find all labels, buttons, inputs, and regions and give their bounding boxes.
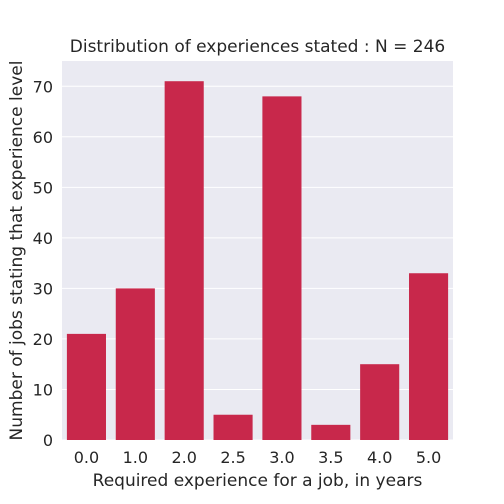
x-tick-label: 4.0: [367, 448, 392, 467]
y-tick-label: 60: [33, 128, 53, 147]
y-tick-label: 10: [33, 380, 53, 399]
chart-title: Distribution of experiences stated : N =…: [70, 37, 445, 57]
bar: [214, 415, 253, 440]
y-tick-labels: 0 10 20 30 40 50 60 70: [33, 77, 53, 450]
y-tick-label: 70: [33, 77, 53, 96]
bar: [165, 81, 204, 440]
bar: [360, 364, 399, 440]
bar: [67, 334, 106, 440]
bar: [262, 96, 301, 440]
bar: [116, 288, 155, 440]
x-tick-label: 2.0: [171, 448, 196, 467]
x-tick-label: 0.0: [74, 448, 99, 467]
x-tick-label: 3.5: [318, 448, 343, 467]
bar: [409, 273, 448, 440]
y-tick-label: 40: [33, 229, 53, 248]
bar: [311, 425, 350, 440]
x-tick-labels: 0.0 1.0 2.0 2.5 3.0 3.5 4.0 5.0: [74, 448, 442, 467]
x-axis-label: Required experience for a job, in years: [93, 471, 423, 491]
y-tick-label: 20: [33, 330, 53, 349]
y-tick-label: 50: [33, 178, 53, 197]
y-axis-label: Number of jobs stating that experience l…: [7, 61, 27, 441]
y-tick-label: 0: [43, 431, 53, 450]
x-tick-label: 3.0: [269, 448, 294, 467]
x-tick-label: 2.5: [220, 448, 245, 467]
x-tick-label: 5.0: [416, 448, 441, 467]
y-tick-label: 30: [33, 279, 53, 298]
x-tick-label: 1.0: [123, 448, 148, 467]
